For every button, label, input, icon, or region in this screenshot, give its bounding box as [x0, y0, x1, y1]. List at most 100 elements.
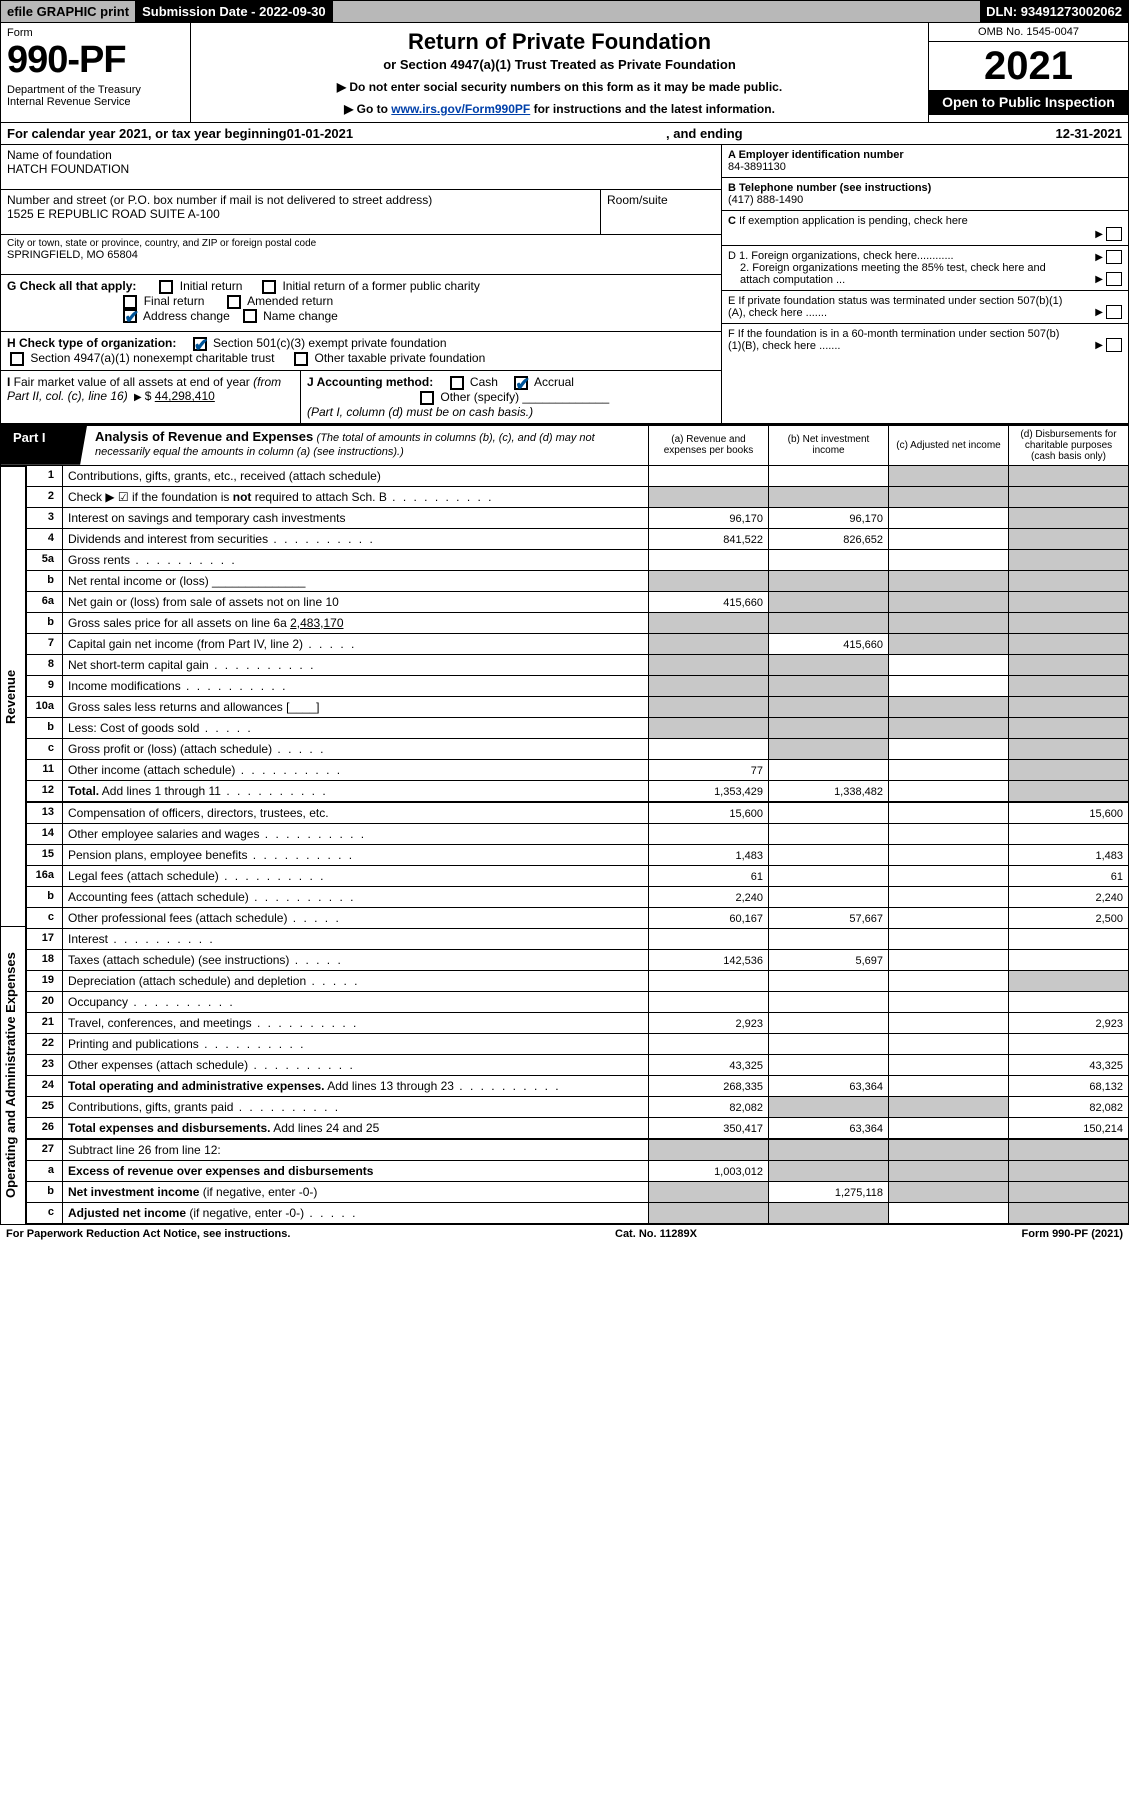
amount-cell — [1009, 991, 1129, 1012]
row-description: Accounting fees (attach schedule) — [63, 886, 649, 907]
chk-other-method[interactable] — [420, 391, 434, 405]
amount-cell: 61 — [649, 865, 769, 886]
amount-cell — [649, 1139, 769, 1161]
amount-cell: 1,275,118 — [769, 1181, 889, 1202]
table-row: 24Total operating and administrative exp… — [27, 1075, 1129, 1096]
chk-name-change[interactable] — [243, 309, 257, 323]
amount-cell — [769, 1160, 889, 1181]
row-description: Travel, conferences, and meetings — [63, 1012, 649, 1033]
amount-cell — [1009, 970, 1129, 991]
header-right: OMB No. 1545-0047 2021 Open to Public In… — [928, 23, 1128, 122]
amount-cell — [769, 886, 889, 907]
part-1-description: Analysis of Revenue and Expenses (The to… — [87, 426, 648, 465]
table-row: 7Capital gain net income (from Part IV, … — [27, 633, 1129, 654]
row-number: 9 — [27, 675, 63, 696]
city-label: City or town, state or province, country… — [7, 238, 715, 249]
table-row: 8Net short-term capital gain — [27, 654, 1129, 675]
city: SPRINGFIELD, MO 65804 — [7, 249, 715, 261]
row-number: c — [27, 1202, 63, 1223]
chk-address-change[interactable] — [123, 309, 137, 323]
header-note-2: ▶ Go to www.irs.gov/Form990PF for instru… — [201, 102, 918, 116]
amount-cell: 1,338,482 — [769, 780, 889, 802]
row-description: Interest on savings and temporary cash i… — [63, 507, 649, 528]
i-label: I Fair market value of all assets at end… — [7, 375, 281, 403]
row-number: b — [27, 612, 63, 633]
row-number: 5a — [27, 549, 63, 570]
amount-cell — [1009, 654, 1129, 675]
table-row: 20Occupancy — [27, 991, 1129, 1012]
amount-cell — [769, 1202, 889, 1223]
chk-amended-return[interactable] — [227, 295, 241, 309]
amount-cell: 2,240 — [649, 886, 769, 907]
row-description: Total operating and administrative expen… — [63, 1075, 649, 1096]
table-row: cGross profit or (loss) (attach schedule… — [27, 738, 1129, 759]
amount-cell: 1,483 — [649, 844, 769, 865]
row-number: 1 — [27, 466, 63, 487]
chk-4947a1[interactable] — [10, 352, 24, 366]
topbar-spacer — [333, 1, 980, 22]
table-row: bNet investment income (if negative, ent… — [27, 1181, 1129, 1202]
amount-cell — [889, 507, 1009, 528]
amount-cell — [889, 802, 1009, 824]
chk-initial-former[interactable] — [262, 280, 276, 294]
amount-cell — [889, 1075, 1009, 1096]
row-description: Total. Add lines 1 through 11 — [63, 780, 649, 802]
row-description: Subtract line 26 from line 12: — [63, 1139, 649, 1161]
amount-cell: 1,483 — [1009, 844, 1129, 865]
chk-501c3[interactable] — [193, 337, 207, 351]
chk-accrual[interactable] — [514, 376, 528, 390]
row-description: Net gain or (loss) from sale of assets n… — [63, 591, 649, 612]
row-description: Taxes (attach schedule) (see instruction… — [63, 949, 649, 970]
chk-cash[interactable] — [450, 376, 464, 390]
chk-d1[interactable] — [1106, 250, 1122, 264]
amount-cell: 82,082 — [1009, 1096, 1129, 1117]
row-description: Net rental income or (loss) ____________… — [63, 570, 649, 591]
part-1-header: Part I Analysis of Revenue and Expenses … — [0, 424, 1129, 466]
table-row: 27Subtract line 26 from line 12: — [27, 1139, 1129, 1161]
section-ij: I Fair market value of all assets at end… — [1, 370, 721, 423]
amount-cell: 96,170 — [649, 507, 769, 528]
amount-cell — [1009, 696, 1129, 717]
footer-left: For Paperwork Reduction Act Notice, see … — [6, 1228, 290, 1240]
e-label: E If private foundation status was termi… — [728, 295, 1063, 319]
amount-cell — [1009, 466, 1129, 487]
amount-cell — [1009, 1160, 1129, 1181]
table-row: cOther professional fees (attach schedul… — [27, 907, 1129, 928]
instructions-link[interactable]: www.irs.gov/Form990PF — [391, 102, 530, 116]
chk-initial-return[interactable] — [159, 280, 173, 294]
amount-cell — [769, 738, 889, 759]
row-number: 24 — [27, 1075, 63, 1096]
chk-f[interactable] — [1106, 338, 1122, 352]
amount-cell — [769, 970, 889, 991]
amount-cell — [1009, 633, 1129, 654]
chk-c[interactable] — [1106, 227, 1122, 241]
table-row: bLess: Cost of goods sold — [27, 717, 1129, 738]
amount-cell — [1009, 928, 1129, 949]
row-description: Dividends and interest from securities — [63, 528, 649, 549]
chk-d2[interactable] — [1106, 272, 1122, 286]
row-number: 13 — [27, 802, 63, 824]
row-number: 4 — [27, 528, 63, 549]
chk-other-taxable[interactable] — [294, 352, 308, 366]
row-description: Adjusted net income (if negative, enter … — [63, 1202, 649, 1223]
amount-cell — [889, 570, 1009, 591]
amount-cell: 1,353,429 — [649, 780, 769, 802]
table-row: 9Income modifications — [27, 675, 1129, 696]
amount-cell — [889, 823, 1009, 844]
efile-label: efile GRAPHIC print — [1, 1, 136, 22]
col-d-header: (d) Disbursements for charitable purpose… — [1008, 426, 1128, 465]
row-number: 19 — [27, 970, 63, 991]
amount-cell — [769, 717, 889, 738]
amount-cell — [649, 466, 769, 487]
department: Department of the Treasury Internal Reve… — [7, 84, 184, 108]
amount-cell — [769, 823, 889, 844]
row-description: Gross sales price for all assets on line… — [63, 612, 649, 633]
amount-cell — [1009, 1139, 1129, 1161]
open-to-public: Open to Public Inspection — [929, 90, 1128, 115]
ein: 84-3891130 — [728, 161, 786, 173]
chk-e[interactable] — [1106, 305, 1122, 319]
row-description: Income modifications — [63, 675, 649, 696]
amount-cell — [1009, 1033, 1129, 1054]
amount-cell: 15,600 — [649, 802, 769, 824]
amount-cell — [889, 907, 1009, 928]
